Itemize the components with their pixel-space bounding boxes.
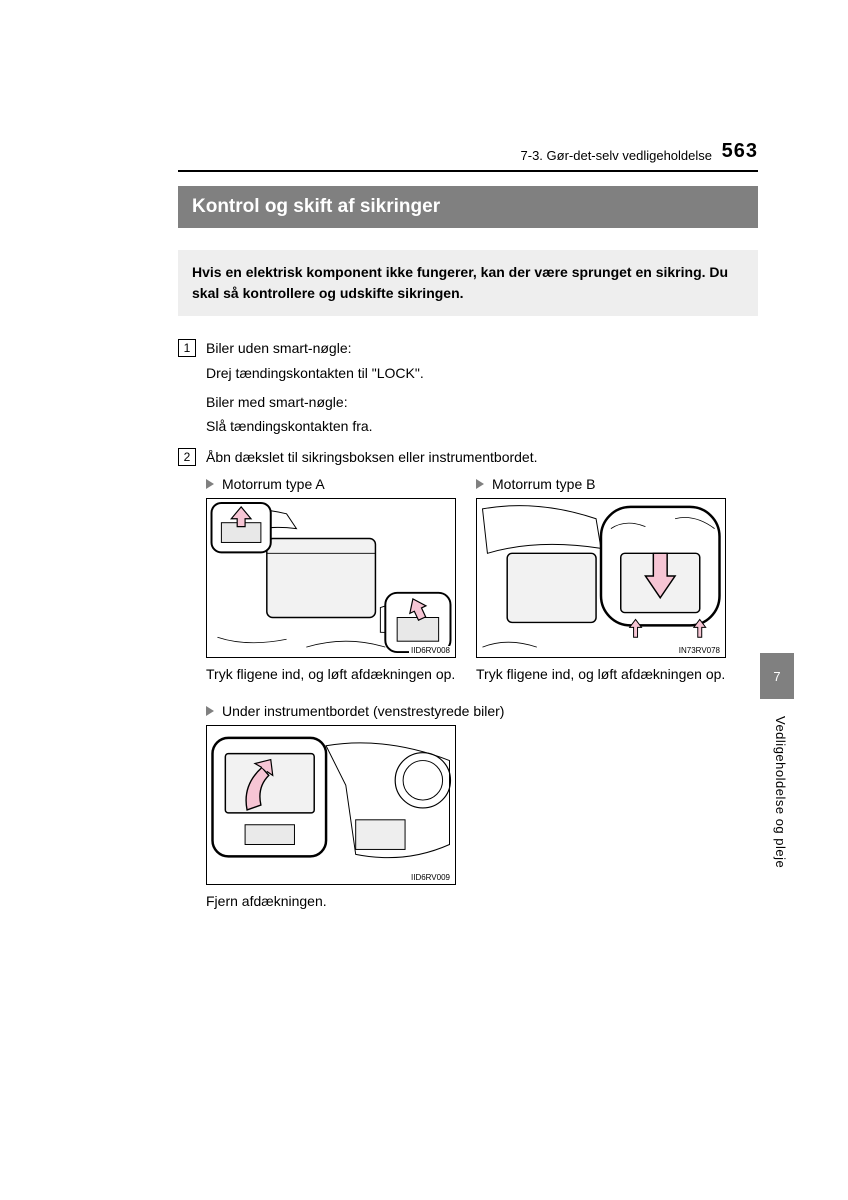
step-number-box: 1 [178, 339, 196, 357]
illustration-motorrum-a: IID6RV008 [206, 498, 456, 658]
header-rule [178, 170, 758, 172]
figure-b: Motorrum type B IN73RV078 [476, 476, 726, 685]
figure-a-label: Motorrum type A [222, 476, 325, 492]
side-chapter-label: Vedligeholdelse og pleje [773, 716, 788, 868]
figure-c: Under instrumentbordet (venstrestyrede b… [206, 703, 758, 912]
figure-b-caption: Tryk fligene ind, og løft afdæk­ningen o… [476, 664, 726, 685]
step-1a-body: Drej tændingskontakten til "LOCK". [206, 363, 758, 384]
triangle-bullet-icon [476, 479, 484, 489]
step-2-body: Åbn dækslet til sikringsboksen eller ins… [206, 447, 538, 468]
illustration-code: IID6RV009 [409, 873, 452, 882]
figure-row-top: Motorrum type A [206, 476, 758, 685]
figure-c-label-row: Under instrumentbordet (venstrestyrede b… [206, 703, 758, 719]
step-1b-title: Biler med smart-nøgle: [206, 394, 758, 410]
figure-a: Motorrum type A [206, 476, 456, 685]
triangle-bullet-icon [206, 706, 214, 716]
step-number-box: 2 [178, 448, 196, 466]
illustration-instrument-panel: IID6RV009 [206, 725, 456, 885]
figure-c-label: Under instrumentbordet (venstrestyrede b… [222, 703, 504, 719]
step-2: 2 Åbn dækslet til sikringsboksen eller i… [178, 447, 758, 468]
figure-b-label-row: Motorrum type B [476, 476, 726, 492]
step-1b: Biler med smart-nøgle: [206, 394, 758, 410]
breadcrumb: 7-3. Gør-det-selv vedligeholdelse [521, 148, 712, 163]
illustration-motorrum-b: IN73RV078 [476, 498, 726, 658]
figure-c-caption: Fjern afdækningen. [206, 891, 758, 912]
triangle-bullet-icon [206, 479, 214, 489]
illustration-code: IN73RV078 [677, 646, 722, 655]
illustration-code: IID6RV008 [409, 646, 452, 655]
figure-a-caption: Tryk fligene ind, og løft afdækningen op… [206, 664, 456, 685]
chapter-tab: 7 [760, 653, 794, 699]
figure-b-label: Motorrum type B [492, 476, 595, 492]
section-title: Kontrol og skift af sikringer [178, 186, 758, 228]
figure-a-label-row: Motorrum type A [206, 476, 456, 492]
step-1: 1 Biler uden smart-nøgle: [178, 338, 758, 359]
page-number: 563 [722, 140, 758, 163]
manual-page: 7-3. Gør-det-selv vedligeholdelse 563 Ko… [0, 0, 848, 1200]
step-1a-title: Biler uden smart-nøgle: [206, 338, 352, 359]
intro-box: Hvis en elektrisk komponent ikke fungere… [178, 250, 758, 316]
step-1b-body: Slå tændingskontakten fra. [206, 416, 758, 437]
